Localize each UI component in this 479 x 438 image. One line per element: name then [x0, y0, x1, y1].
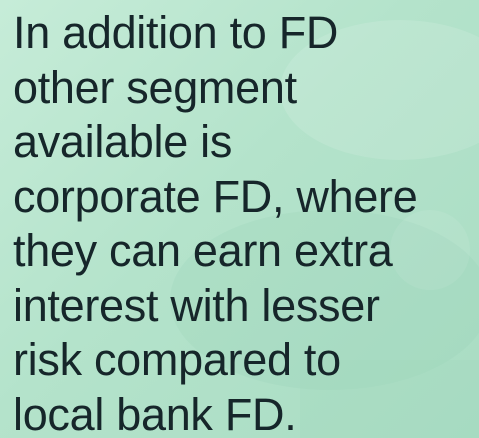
text-line: local bank FD.	[13, 388, 297, 438]
text-line: available is	[13, 116, 233, 167]
text-line: interest with lesser	[13, 279, 380, 331]
text-line: they can earn extra	[13, 225, 393, 276]
paragraph: In addition to FD other segment available …	[13, 6, 418, 438]
text-line: risk compared to	[13, 334, 341, 385]
text-line: corporate FD, where	[13, 170, 418, 222]
text-line: other segment	[13, 61, 297, 113]
text-line: In addition to FD	[13, 7, 339, 58]
